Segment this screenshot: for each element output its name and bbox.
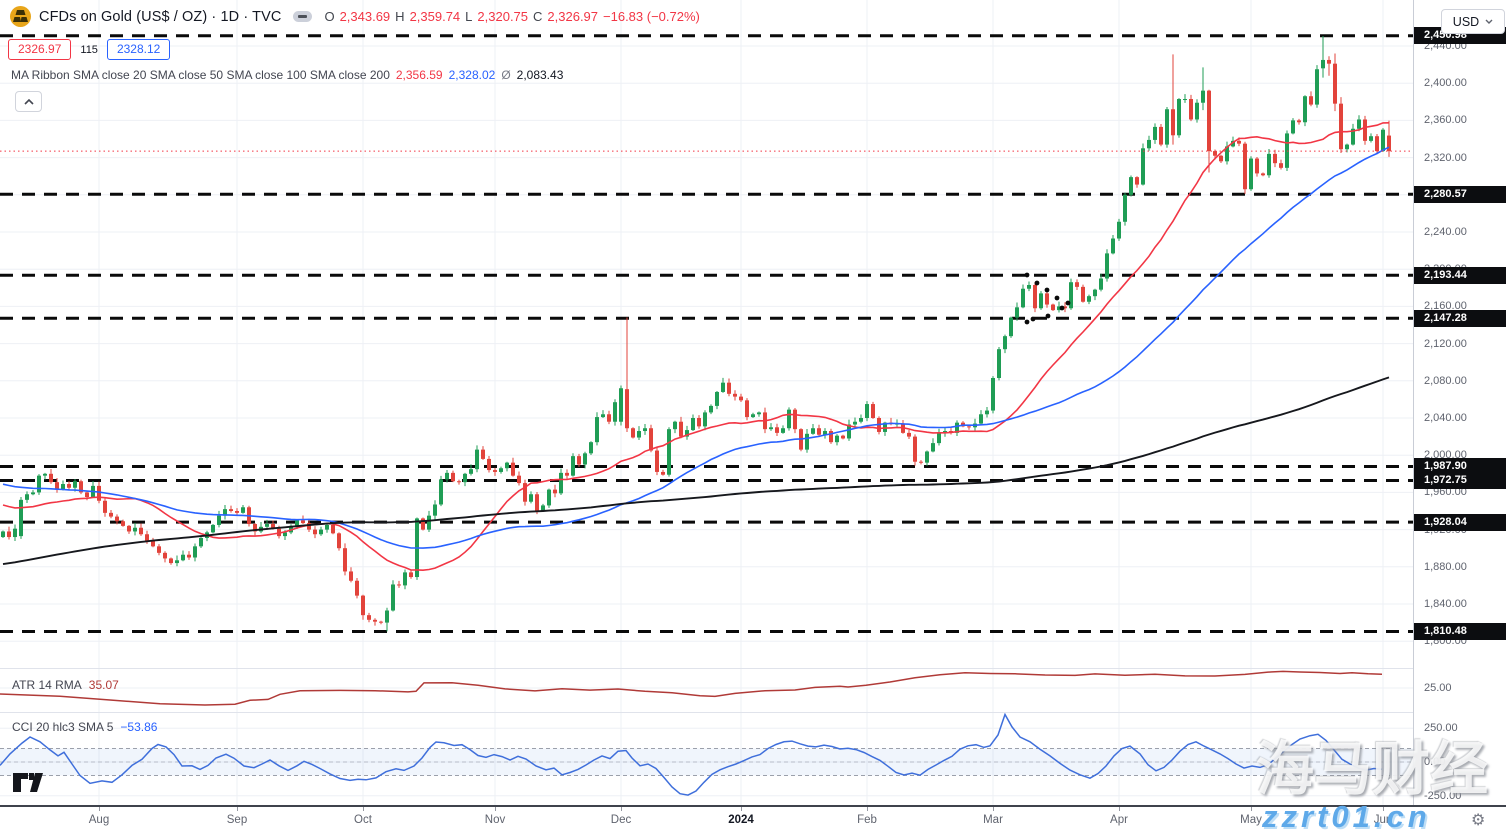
alert-price-chip-red[interactable]: 2326.97 [8, 39, 72, 60]
sma100-empty-symbol: Ø [501, 68, 511, 82]
sma200-value: 2,083.43 [516, 68, 564, 82]
symbol-logo-icon[interactable] [10, 6, 31, 27]
chevron-up-icon [23, 98, 34, 105]
time-label-dec: Dec [610, 814, 632, 826]
close-value: 2,326.97 [547, 9, 599, 24]
price-tick: 2,400.00 [1424, 77, 1467, 90]
ohlc-readout: O 2,343.69 H 2,359.74 L 2,320.75 C 2,326… [324, 9, 699, 24]
time-tick-mark [99, 807, 100, 811]
atr-value: 35.07 [88, 678, 119, 692]
time-label-oct: Oct [354, 814, 372, 826]
time-label-apr: Apr [1110, 814, 1128, 826]
time-tick-mark [363, 807, 364, 811]
time-tick-mark [495, 807, 496, 811]
atr-legend: ATR 14 RMA 35.07 [12, 678, 119, 692]
price-tick: 2,120.00 [1424, 337, 1467, 350]
price-tick: 1,840.00 [1424, 598, 1467, 610]
cci-value: −53.86 [120, 720, 158, 734]
pane-separator-atr[interactable] [0, 668, 1506, 669]
time-label-jun: Jun [1373, 814, 1393, 826]
gold-bars-icon [13, 10, 28, 22]
time-tick-mark [867, 807, 868, 811]
pane-separator-cci[interactable] [0, 712, 1506, 713]
chart-header: CFDs on Gold (US$ / OZ) · 1D · TVC O 2,3… [10, 6, 700, 27]
change-value: −16.83 (−0.72%) [603, 9, 700, 24]
time-tick-mark [1251, 807, 1252, 811]
sma50-value: 2,328.02 [448, 68, 496, 82]
low-value: 2,320.75 [477, 9, 529, 24]
time-label-aug: Aug [88, 814, 110, 826]
tradingview-logo-icon[interactable] [13, 772, 43, 798]
currency-label: USD [1452, 14, 1480, 29]
time-tick-mark [1383, 807, 1384, 811]
close-label: C [533, 9, 543, 24]
price-axis[interactable]: USD 2,440.00 2,400.00 2,360.00 2,320.00 2,24… [1413, 0, 1506, 805]
time-tick-mark [621, 807, 622, 811]
tv-mark [13, 773, 43, 792]
time-label-mar: Mar [983, 814, 1003, 826]
level-price-label: 1,928.04 [1414, 513, 1506, 531]
price-tick: 2,080.00 [1424, 374, 1467, 387]
low-label: L [465, 9, 473, 24]
level-price-label: 2,193.44 [1414, 266, 1506, 284]
ma-ribbon-legend: MA Ribbon SMA close 20 SMA close 50 SMA … [11, 68, 563, 82]
price-tick: 2,240.00 [1424, 226, 1467, 238]
alert-price-chip-blue[interactable]: 2328.12 [106, 39, 171, 60]
cci-label: CCI 20 hlc3 SMA 5 [12, 720, 114, 734]
currency-selector[interactable]: USD [1441, 9, 1505, 34]
chevron-down-icon [1485, 19, 1493, 24]
price-alert-row: 2326.97 115 2328.12 [8, 39, 171, 60]
time-label-may: May [1240, 814, 1262, 826]
time-tick-mark [237, 807, 238, 811]
price-tick: 2,360.00 [1424, 114, 1467, 127]
level-price-label: 2,280.57 [1414, 185, 1506, 203]
chart-canvas[interactable] [0, 0, 1413, 805]
bar-count-label: 115 [80, 43, 98, 56]
time-axis[interactable]: ⚙ Aug Sep Oct Nov Dec 2024 Feb Mar Apr May Jun [0, 805, 1506, 834]
sma20-value: 2,356.59 [395, 68, 443, 82]
time-label-nov: Nov [484, 814, 506, 826]
time-label-sep: Sep [226, 814, 248, 826]
level-price-label: 1,987.90 [1414, 457, 1506, 475]
price-tick: 2,160.00 [1424, 300, 1467, 313]
time-tick-mark [741, 807, 742, 811]
high-value: 2,359.74 [409, 9, 461, 24]
time-label-feb: Feb [857, 814, 877, 826]
cci-legend: CCI 20 hlc3 SMA 5 −53.86 [12, 720, 157, 734]
gear-icon[interactable]: ⚙ [1471, 812, 1486, 829]
symbol-title[interactable]: CFDs on Gold (US$ / OZ) · 1D · TVC [39, 8, 282, 25]
high-label: H [395, 9, 405, 24]
price-tick: 2,040.00 [1424, 412, 1467, 424]
cci-tick: 250.00 [1424, 722, 1458, 735]
open-value: 2,343.69 [339, 9, 391, 24]
time-tick-mark [1119, 807, 1120, 811]
level-price-label: 1,972.75 [1414, 472, 1506, 490]
open-label: O [324, 9, 335, 24]
price-tick: 2,320.00 [1424, 151, 1467, 164]
market-status-icon[interactable] [293, 11, 313, 22]
price-tick: 1,960.00 [1424, 486, 1467, 499]
cci-tick: -250.00 [1424, 789, 1462, 802]
price-tick: 1,880.00 [1424, 560, 1467, 573]
time-label-2024: 2024 [728, 814, 754, 826]
level-price-label: 1,810.48 [1414, 622, 1506, 640]
level-price-label: 2,147.28 [1414, 309, 1506, 327]
atr-tick: 25.00 [1424, 682, 1452, 694]
time-tick-mark [993, 807, 994, 811]
collapse-legend-button[interactable] [15, 91, 42, 112]
atr-label: ATR 14 RMA [12, 678, 82, 692]
cci-tick: 0.00 [1424, 756, 1446, 768]
ma-ribbon-label: MA Ribbon SMA close 20 SMA close 50 SMA … [11, 68, 390, 82]
